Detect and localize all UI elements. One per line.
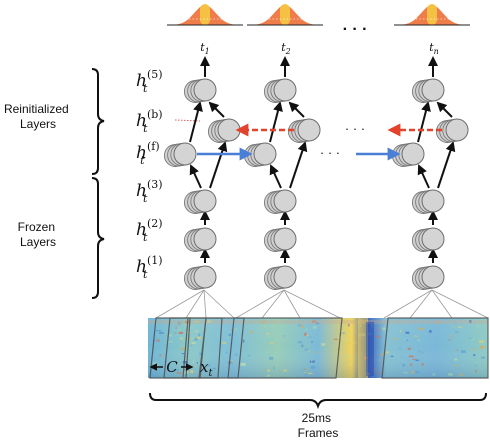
layer-5-node (183, 78, 217, 103)
node-stacks (163, 78, 469, 290)
frozen-bracket (91, 177, 105, 299)
top-ellipsis: · · · (343, 21, 368, 38)
layer-5-node (411, 78, 445, 103)
time-label: t1 (200, 41, 210, 56)
layer-1-node (263, 265, 297, 290)
layer-label: h(3) t (136, 178, 163, 205)
layer-1-node (411, 265, 445, 290)
layer-2-node (411, 227, 445, 252)
layer-label: h(5) t (136, 68, 163, 95)
layer-2-node (183, 227, 217, 252)
frames-bracket (149, 392, 487, 410)
layer-label: h(b) t (136, 108, 163, 135)
spectrogram-input (148, 317, 489, 379)
context-width-indicator: C (149, 358, 194, 376)
backward-layer-node (207, 118, 241, 143)
frame-projection-lines (155, 289, 489, 319)
forward-layer-node (163, 142, 197, 167)
recurrent-arrows (197, 123, 442, 161)
time-step-labels: t1 t2 tn (200, 41, 439, 56)
output-distribution (394, 4, 470, 26)
output-distribution (167, 4, 243, 26)
layer-3-node (263, 189, 297, 214)
forward-ellipsis: · · · (320, 145, 340, 160)
layer-2-node (263, 227, 297, 252)
layer-labels: h(5) t h(b) t h(f) t h(3) t h(2) t h(1) t (136, 68, 163, 281)
layer-connections (189, 56, 456, 263)
time-label: t2 (281, 41, 291, 56)
reinitialized-bracket (91, 68, 105, 175)
frozen-layers-label: Frozen Layers (18, 220, 59, 249)
reinitialized-layers-label: Reinitialized Layers (4, 102, 72, 131)
layer-label: h(f) t (136, 140, 160, 167)
output-distributions (167, 4, 470, 26)
input-frame-label: xt (200, 358, 213, 379)
layer-1-node (183, 265, 217, 290)
backward-layer-node (435, 118, 469, 143)
forward-layer-node (391, 142, 425, 167)
frames-label: 25ms Frames (298, 411, 339, 440)
backward-layer-node (287, 118, 321, 143)
layer-3-node (183, 189, 217, 214)
layer-3-node (411, 189, 445, 214)
layer-label: h(1) t (136, 254, 163, 281)
time-label: tn (429, 41, 439, 56)
context-label: C (166, 358, 178, 376)
output-distribution (247, 4, 323, 26)
layer-label: h(2) t (136, 217, 163, 244)
hb-dotted-connector (174, 119, 201, 122)
layer-5-node (263, 78, 297, 103)
backward-ellipsis: · · · (345, 121, 365, 136)
